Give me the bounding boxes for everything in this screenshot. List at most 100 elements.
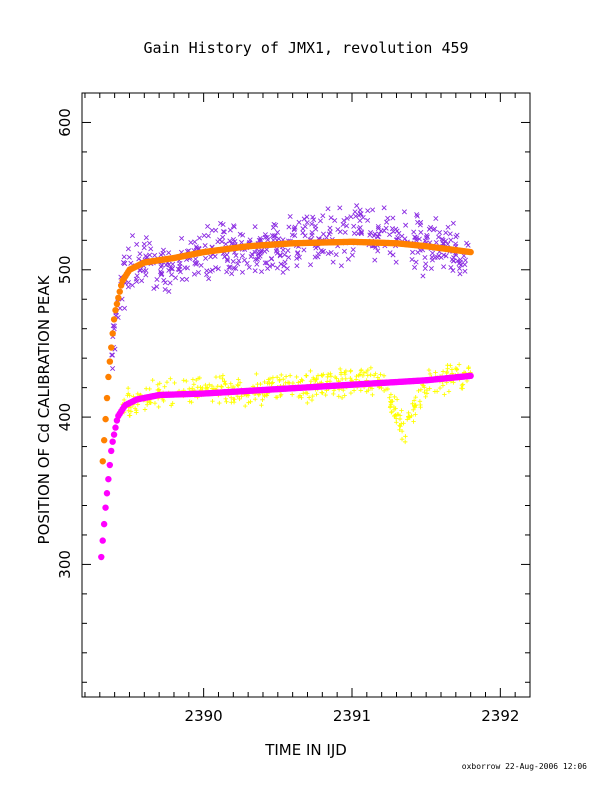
data-point <box>184 276 190 282</box>
data-point <box>147 400 152 405</box>
data-point <box>337 366 343 372</box>
data-point <box>236 377 241 382</box>
fit-point <box>105 373 112 381</box>
data-point <box>403 222 409 228</box>
data-point <box>167 265 173 271</box>
data-point <box>213 374 219 380</box>
data-point <box>342 229 348 235</box>
data-point <box>393 259 399 265</box>
data-point <box>433 239 439 246</box>
fit-point <box>103 394 111 402</box>
data-point <box>358 229 364 235</box>
data-point <box>392 394 397 400</box>
data-point <box>226 385 231 390</box>
data-point <box>224 256 230 262</box>
data-point <box>449 367 455 372</box>
data-point <box>246 264 252 270</box>
data-point <box>229 400 234 405</box>
data-point <box>317 218 323 224</box>
data-point <box>372 257 378 263</box>
data-point <box>370 207 376 213</box>
data-point <box>394 420 399 425</box>
data-point <box>163 262 169 268</box>
fit-point <box>99 458 106 465</box>
data-point <box>162 384 167 389</box>
data-point <box>133 276 139 282</box>
y-axis-label: POSITION OF Cd CALIBRATION PEAK <box>35 274 53 544</box>
data-point <box>446 389 452 394</box>
data-point <box>143 253 149 259</box>
data-point <box>327 229 333 235</box>
fit-point <box>103 490 111 497</box>
data-point <box>457 257 463 263</box>
data-point <box>164 379 170 385</box>
data-point <box>278 261 284 267</box>
data-point <box>302 224 308 230</box>
data-point <box>304 373 309 379</box>
data-point <box>451 258 457 264</box>
data-point <box>319 372 324 378</box>
data-point <box>343 376 348 382</box>
data-point <box>271 221 277 227</box>
data-point <box>159 262 165 268</box>
data-point <box>158 264 164 270</box>
data-point <box>462 257 468 263</box>
data-point <box>156 387 162 392</box>
data-point <box>340 221 346 227</box>
data-point <box>121 254 127 260</box>
data-point <box>381 205 387 211</box>
fit-point <box>105 475 112 483</box>
data-point <box>264 393 270 398</box>
data-point <box>121 397 127 403</box>
data-point <box>228 395 234 400</box>
data-point <box>310 393 315 399</box>
data-point <box>444 370 449 376</box>
data-point <box>387 232 393 238</box>
data-point <box>144 402 150 407</box>
data-point <box>407 414 412 419</box>
data-point <box>358 388 363 393</box>
data-point <box>230 258 236 264</box>
data-point <box>158 270 164 276</box>
data-point <box>209 383 215 389</box>
data-point <box>393 416 399 421</box>
data-point <box>437 385 443 391</box>
data-point <box>354 203 360 209</box>
data-point <box>129 282 135 288</box>
data-point <box>193 256 199 262</box>
fit-point <box>109 438 116 445</box>
data-point <box>277 252 283 258</box>
data-point <box>378 372 383 377</box>
data-point <box>402 439 408 445</box>
data-point <box>274 265 280 271</box>
data-point <box>273 248 279 254</box>
data-point <box>435 254 441 260</box>
data-point <box>335 226 341 233</box>
data-point <box>258 249 264 255</box>
data-point <box>440 369 446 374</box>
data-point <box>280 269 286 275</box>
data-point <box>413 394 418 400</box>
data-point <box>410 249 416 255</box>
data-point <box>111 323 118 329</box>
data-point <box>348 214 354 220</box>
data-point <box>433 215 439 222</box>
data-point <box>448 363 453 368</box>
data-point <box>154 284 160 290</box>
data-point <box>191 271 197 277</box>
y-tick-label: 500 <box>56 255 74 284</box>
data-point <box>445 224 451 230</box>
data-point <box>169 265 175 272</box>
data-point <box>187 399 192 404</box>
data-point <box>411 419 416 424</box>
data-point <box>237 380 243 385</box>
data-point <box>304 214 310 220</box>
data-point <box>203 255 209 261</box>
fit-point <box>112 424 119 431</box>
data-point <box>413 412 418 417</box>
data-point <box>241 257 248 263</box>
data-point <box>321 248 327 254</box>
data-point <box>455 258 461 264</box>
data-point <box>125 284 131 290</box>
data-point <box>309 397 315 403</box>
